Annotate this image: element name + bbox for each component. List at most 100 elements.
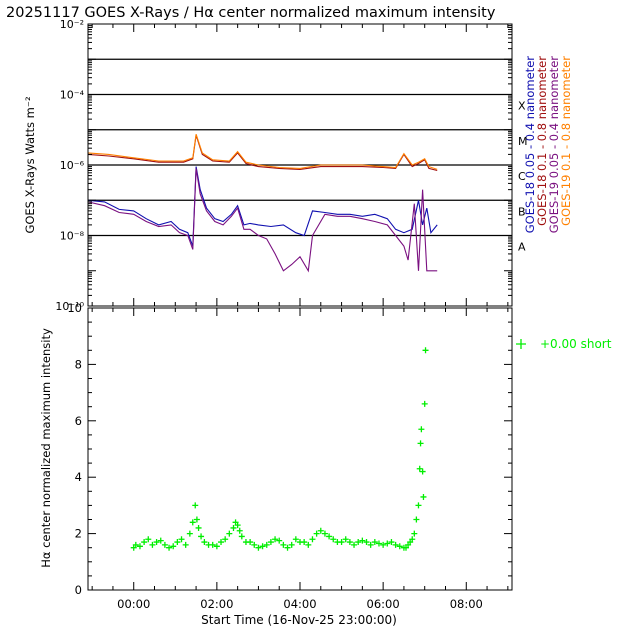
halpha-point xyxy=(415,502,422,509)
legend-entry: GOES-18 0.1 - 0.8 nanometer xyxy=(535,56,549,226)
halpha-point xyxy=(182,541,189,548)
x-tick-label: 02:00 xyxy=(200,597,233,611)
legend-entry: GOES-19 0.1 - 0.8 nanometer xyxy=(559,56,573,226)
halpha-point xyxy=(375,540,382,547)
y-tick-label: 10 xyxy=(67,301,82,315)
x-tick-label: 00:00 xyxy=(117,597,150,611)
halpha-point xyxy=(326,533,333,540)
x-tick-label: 04:00 xyxy=(283,597,316,611)
y-tick-label: 10⁻⁴ xyxy=(60,89,85,102)
halpha-point xyxy=(161,541,168,548)
halpha-point xyxy=(359,537,366,544)
halpha-point xyxy=(280,541,287,548)
halpha-point xyxy=(251,541,258,548)
halpha-point xyxy=(396,543,403,550)
xray-axis: 10⁻¹⁰ 10⁻⁸ 10⁻⁶ 10⁻⁴ 10⁻² A B C M X xyxy=(55,18,527,313)
halpha-point xyxy=(355,539,362,546)
halpha-point xyxy=(338,539,345,546)
halpha-point xyxy=(313,530,320,537)
halpha-point xyxy=(380,541,387,548)
x-tick-label: 08:00 xyxy=(450,597,483,611)
y-tick-label: 10⁻⁶ xyxy=(60,159,85,172)
halpha-point xyxy=(157,537,164,544)
halpha-point xyxy=(419,468,426,475)
figure-title: 20251117 GOES X-Rays / Hα center normali… xyxy=(6,5,496,21)
x-axis-label: Start Time (16-Nov-25 23:00:00) xyxy=(201,613,397,627)
halpha-point xyxy=(388,539,395,546)
xray-series-line xyxy=(87,134,438,170)
y-tick-label: 10⁻⁸ xyxy=(60,230,85,243)
halpha-point xyxy=(236,527,243,534)
halpha-point xyxy=(276,537,283,544)
halpha-point xyxy=(409,536,416,543)
halpha-point xyxy=(192,502,199,509)
halpha-point xyxy=(284,544,291,551)
halpha-point xyxy=(218,539,225,546)
y-tick-label: 10⁻² xyxy=(60,18,84,31)
halpha-point xyxy=(145,536,152,543)
halpha-point xyxy=(201,539,208,546)
halpha-point xyxy=(149,541,156,548)
flare-class-label: A xyxy=(518,241,526,254)
halpha-point xyxy=(346,539,353,546)
halpha-point xyxy=(351,541,358,548)
halpha-point xyxy=(288,541,295,548)
halpha-point xyxy=(363,539,370,546)
halpha-point xyxy=(330,536,337,543)
legend-entry: GOES-19 0.05 - 0.4 nanometer xyxy=(547,56,561,234)
halpha-point xyxy=(421,400,428,407)
halpha-point xyxy=(418,426,425,433)
halpha-point xyxy=(417,440,424,447)
y-tick-label: 8 xyxy=(75,357,82,371)
xray-grid xyxy=(88,58,512,237)
halpha-point xyxy=(255,544,262,551)
halpha-axis: 0 2 4 6 8 10 00:00 02:00 04:00 06:00 08:00 xyxy=(67,301,526,611)
xray-series-line xyxy=(87,135,438,172)
halpha-point xyxy=(422,347,429,354)
halpha-point xyxy=(193,516,200,523)
halpha-point xyxy=(309,536,316,543)
xray-y-axis-label: GOES X-Rays Watts m⁻² xyxy=(23,96,37,233)
halpha-point xyxy=(305,541,312,548)
halpha-point xyxy=(272,536,279,543)
halpha-point xyxy=(230,524,237,531)
halpha-point xyxy=(413,516,420,523)
xray-series xyxy=(87,134,438,273)
halpha-point xyxy=(178,536,185,543)
halpha-series xyxy=(130,347,429,551)
halpha-point xyxy=(166,544,173,551)
halpha-point xyxy=(189,519,196,526)
halpha-point xyxy=(234,522,241,529)
y-tick-label: 6 xyxy=(75,414,82,428)
halpha-point xyxy=(267,539,274,546)
y-tick-label: 10⁻¹⁰ xyxy=(55,300,84,313)
halpha-point xyxy=(209,541,216,548)
legend-entry: GOES-18 0.05 - 0.4 nanometer xyxy=(523,56,537,234)
y-tick-label: 2 xyxy=(75,527,82,541)
halpha-point xyxy=(416,465,423,472)
halpha-point xyxy=(132,541,139,548)
halpha-point xyxy=(259,543,266,550)
halpha-point xyxy=(247,539,254,546)
halpha-point xyxy=(371,539,378,546)
halpha-point xyxy=(186,530,193,537)
y-tick-label: 0 xyxy=(75,583,82,597)
halpha-point xyxy=(195,524,202,531)
halpha-point xyxy=(153,539,160,546)
halpha-point xyxy=(198,533,205,540)
halpha-point xyxy=(170,543,177,550)
halpha-point xyxy=(411,530,418,537)
xray-series-line xyxy=(87,168,438,273)
halpha-point xyxy=(420,493,427,500)
halpha-point xyxy=(136,543,143,550)
y-tick-label: 4 xyxy=(75,470,82,484)
halpha-point xyxy=(384,540,391,547)
halpha-y-axis-label: Hα center normalized maximum intensity xyxy=(39,328,53,568)
halpha-point xyxy=(141,539,148,546)
halpha-point xyxy=(222,536,229,543)
halpha-point xyxy=(301,539,308,546)
halpha-point xyxy=(238,533,245,540)
